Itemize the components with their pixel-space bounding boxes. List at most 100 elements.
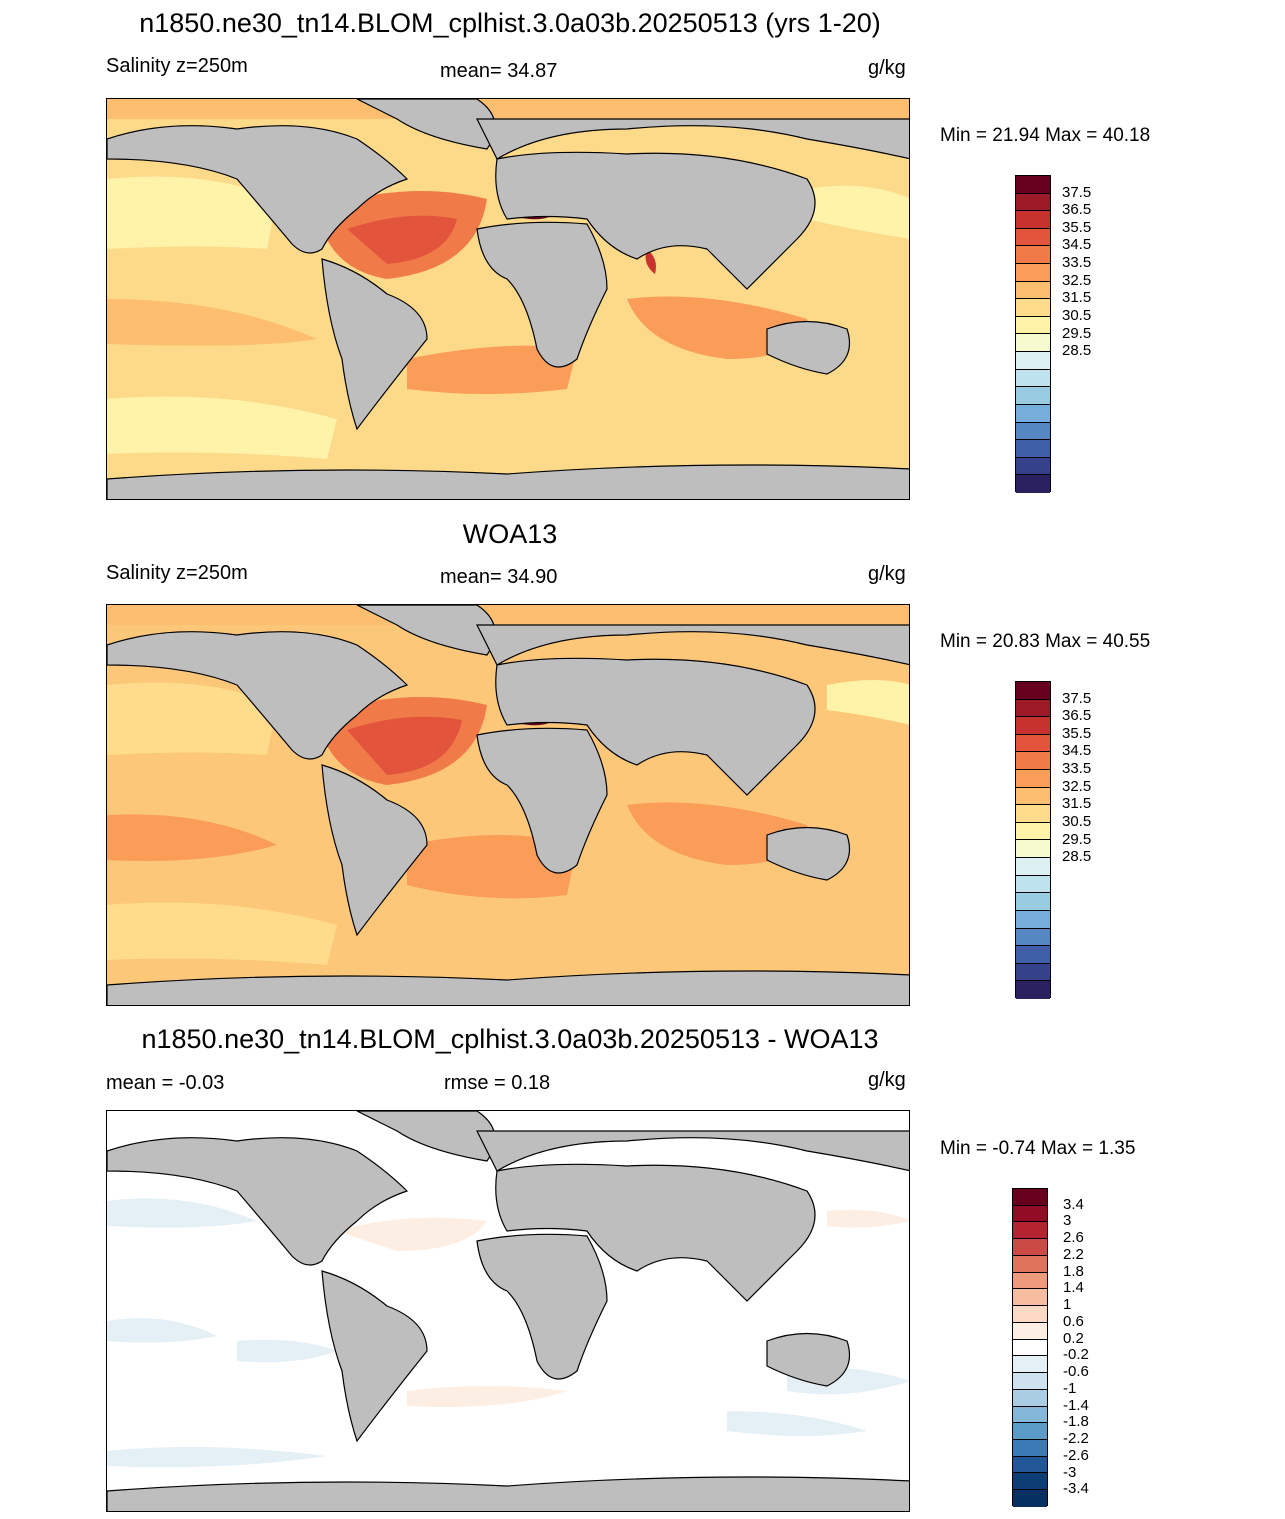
panel-1-left-label: Salinity z=250m	[106, 55, 248, 77]
colorbar-tick-label: 1.8	[1063, 1262, 1084, 1280]
panel-2-left-label: Salinity z=250m	[106, 562, 248, 584]
panel-2-units: g/kg	[868, 563, 906, 585]
panel-2-minmax: Min = 20.83 Max = 40.55	[940, 631, 1151, 652]
colorbar-tick-label: 1	[1063, 1296, 1072, 1314]
colorbar-tick-label: 36.5	[1062, 707, 1092, 725]
colorbar-tick-label: 34.5	[1062, 236, 1092, 254]
colorbar-swatch	[1016, 717, 1050, 735]
colorbar-swatch	[1013, 1440, 1047, 1457]
panel-3-center-label: rmse = 0.18	[444, 1072, 551, 1094]
panel-1-colorbar	[1015, 175, 1051, 493]
colorbar-swatch	[1016, 858, 1050, 876]
colorbar-tick-label: 3.4	[1063, 1195, 1084, 1213]
colorbar-tick-label: 31.5	[1062, 795, 1092, 813]
colorbar-swatch	[1016, 981, 1050, 999]
colorbar-swatch	[1013, 1239, 1047, 1256]
colorbar-tick-label: 3	[1063, 1212, 1072, 1230]
colorbar-swatch	[1016, 822, 1050, 841]
colorbar-tick-label: 37.5	[1062, 183, 1092, 201]
colorbar-swatch	[1016, 946, 1050, 964]
colorbar-swatch	[1016, 805, 1050, 823]
colorbar-swatch	[1013, 1306, 1047, 1323]
colorbar-swatch	[1016, 682, 1050, 700]
colorbar-swatch	[1016, 211, 1050, 229]
panel-1-minmax: Min = 21.94 Max = 40.18	[940, 125, 1151, 146]
panel-1-title: n1850.ne30_tn14.BLOM_cplhist.3.0a03b.202…	[139, 8, 881, 38]
panel-2-center-label: mean= 34.90	[440, 566, 558, 588]
colorbar-swatch	[1013, 1205, 1047, 1223]
panel-3-units: g/kg	[868, 1069, 906, 1091]
panel-3-colorbar	[1012, 1188, 1048, 1507]
colorbar-tick-label: 28.5	[1062, 848, 1092, 866]
colorbar-tick-label: 32.5	[1062, 777, 1092, 795]
colorbar-swatch	[1016, 281, 1050, 300]
colorbar-swatch	[1013, 1490, 1047, 1507]
colorbar-tick-label: 36.5	[1062, 201, 1092, 219]
colorbar-tick-label: -3	[1063, 1463, 1077, 1481]
colorbar-swatch	[1016, 246, 1050, 265]
colorbar-tick-label: 30.5	[1062, 812, 1092, 830]
colorbar-tick-label: 34.5	[1062, 742, 1092, 760]
colorbar-tick-label: -3.4	[1063, 1480, 1089, 1498]
colorbar-swatch	[1016, 352, 1050, 370]
colorbar-tick-label: -0.2	[1063, 1346, 1089, 1364]
panel-3-minmax: Min = -0.74 Max = 1.35	[940, 1138, 1136, 1159]
colorbar-swatch	[1016, 475, 1050, 493]
colorbar-swatch	[1013, 1255, 1047, 1273]
colorbar-swatch	[1013, 1406, 1047, 1424]
colorbar-tick-label: -2.2	[1063, 1430, 1089, 1448]
colorbar-swatch	[1016, 875, 1050, 894]
panel-3-left-label: mean = -0.03	[106, 1072, 225, 1094]
panel-3-title: n1850.ne30_tn14.BLOM_cplhist.3.0a03b.202…	[141, 1024, 879, 1054]
colorbar-tick-label: 29.5	[1062, 324, 1092, 342]
panel-2-map	[106, 604, 910, 1006]
colorbar-tick-label: 32.5	[1062, 271, 1092, 289]
colorbar-swatch	[1016, 734, 1050, 753]
colorbar-swatch	[1013, 1222, 1047, 1240]
colorbar-swatch	[1016, 928, 1050, 947]
panel-1-units: g/kg	[868, 57, 906, 79]
colorbar-tick-label: 35.5	[1062, 724, 1092, 742]
colorbar-swatch	[1016, 770, 1050, 788]
colorbar-swatch	[1016, 369, 1050, 388]
colorbar-swatch	[1016, 176, 1050, 194]
colorbar-tick-label: 0.6	[1063, 1312, 1084, 1330]
colorbar-swatch	[1016, 893, 1050, 911]
colorbar-swatch	[1016, 228, 1050, 247]
colorbar-swatch	[1013, 1423, 1047, 1441]
colorbar-swatch	[1013, 1272, 1047, 1290]
colorbar-swatch	[1013, 1189, 1047, 1206]
colorbar-swatch	[1013, 1339, 1047, 1357]
colorbar-swatch	[1016, 316, 1050, 335]
colorbar-swatch	[1016, 422, 1050, 441]
colorbar-swatch	[1016, 404, 1050, 423]
colorbar-swatch	[1016, 299, 1050, 317]
colorbar-tick-label: 37.5	[1062, 689, 1092, 707]
colorbar-swatch	[1016, 910, 1050, 929]
colorbar-swatch	[1016, 334, 1050, 353]
panel-2-title: WOA13	[462, 519, 558, 549]
colorbar-swatch	[1016, 787, 1050, 806]
colorbar-tick-label: 28.5	[1062, 342, 1092, 360]
colorbar-swatch	[1016, 699, 1050, 718]
colorbar-tick-label: -1.4	[1063, 1396, 1089, 1414]
colorbar-swatch	[1013, 1322, 1047, 1340]
colorbar-tick-label: 2.6	[1063, 1229, 1084, 1247]
panel-2-colorbar	[1015, 681, 1051, 999]
panel-3-map	[106, 1110, 910, 1512]
colorbar-tick-label: 31.5	[1062, 289, 1092, 307]
colorbar-tick-label: 33.5	[1062, 254, 1092, 272]
colorbar-tick-label: -1	[1063, 1379, 1077, 1397]
colorbar-swatch	[1013, 1356, 1047, 1374]
colorbar-swatch	[1016, 440, 1050, 458]
colorbar-tick-label: -0.6	[1063, 1363, 1089, 1381]
colorbar-tick-label: 0.2	[1063, 1329, 1084, 1347]
colorbar-swatch	[1013, 1373, 1047, 1390]
colorbar-tick-label: -2.6	[1063, 1446, 1089, 1464]
colorbar-tick-label: -1.8	[1063, 1413, 1089, 1431]
colorbar-swatch	[1016, 193, 1050, 212]
colorbar-tick-label: 29.5	[1062, 830, 1092, 848]
colorbar-swatch	[1016, 752, 1050, 771]
colorbar-swatch	[1016, 840, 1050, 859]
colorbar-swatch	[1016, 387, 1050, 405]
